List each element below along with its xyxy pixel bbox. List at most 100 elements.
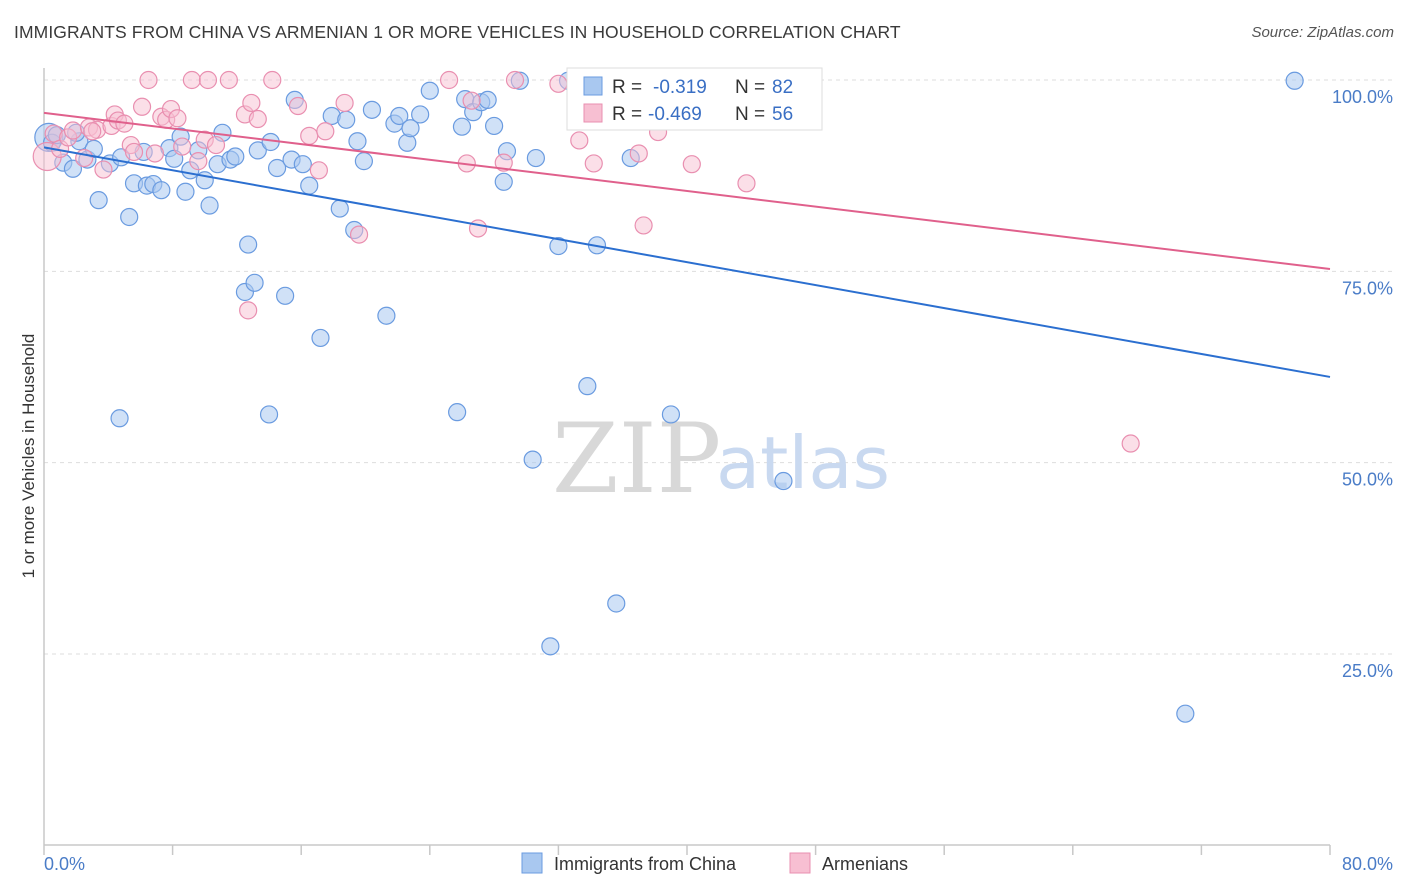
- point-armenian: [629, 144, 648, 163]
- point-armenian: [182, 70, 201, 90]
- point-china: [774, 471, 793, 491]
- point-china: [226, 147, 245, 166]
- legend-frame: [566, 67, 823, 131]
- point-china: [526, 148, 545, 168]
- point-china: [1285, 71, 1304, 90]
- point-china: [293, 155, 312, 174]
- point-armenian: [242, 93, 261, 113]
- trend-line-china: [43, 146, 1331, 378]
- point-armenian: [132, 97, 152, 116]
- point-china: [245, 273, 264, 292]
- point-armenian: [145, 144, 165, 163]
- point-armenian: [198, 70, 218, 90]
- point-china: [494, 172, 513, 191]
- point-armenian: [494, 153, 513, 172]
- point-armenian: [173, 137, 192, 156]
- x-tick-label-min: 0.0%: [44, 854, 85, 874]
- point-china: [523, 450, 542, 469]
- point-china: [120, 207, 139, 227]
- point-armenian: [584, 154, 603, 173]
- point-china: [354, 152, 373, 171]
- series-immigrants-from-china: [34, 71, 1304, 723]
- point-armenian: [75, 148, 94, 168]
- watermark-zip: ZIP: [552, 403, 721, 515]
- point-armenian: [139, 70, 158, 90]
- point-armenian: [439, 70, 459, 90]
- bottom-legend: Immigrants from China Armenians: [521, 852, 908, 874]
- point-armenian: [737, 174, 756, 193]
- point-armenian: [189, 152, 208, 171]
- legend-swatch-blue: [583, 76, 603, 96]
- point-armenian: [462, 91, 481, 110]
- point-china: [452, 117, 472, 136]
- x-tick-label-max: 80.0%: [1342, 854, 1393, 874]
- chart-source: Source: ZipAtlas.com: [1251, 24, 1394, 41]
- point-armenian: [206, 135, 226, 155]
- point-armenian: [168, 109, 187, 128]
- point-china: [348, 132, 367, 151]
- y-axis-label: 1 or more Vehicles in Household: [19, 334, 38, 579]
- legend-n-value-blue: 82: [772, 77, 793, 98]
- point-china: [578, 377, 597, 396]
- chart-title: IMMIGRANTS FROM CHINA VS ARMENIAN 1 OR M…: [14, 22, 901, 42]
- point-armenian: [549, 74, 568, 93]
- series-armenians: [32, 70, 1140, 453]
- legend-n-label-pink: N =: [735, 104, 765, 125]
- legend-r-label-blue: R =: [612, 77, 642, 98]
- point-china: [362, 100, 382, 119]
- point-china: [411, 105, 430, 124]
- legend-n-value-pink: 56: [772, 104, 793, 125]
- bottom-legend-label-pink: Armenians: [822, 854, 908, 874]
- point-china: [267, 158, 287, 178]
- point-armenian: [94, 160, 113, 179]
- point-armenian: [335, 93, 354, 113]
- point-china: [152, 181, 171, 200]
- bottom-legend-swatch-blue: [521, 852, 543, 874]
- point-armenian: [288, 96, 308, 116]
- point-china: [300, 176, 319, 195]
- point-armenian: [124, 142, 144, 162]
- legend-r-label-pink: R =: [612, 104, 642, 125]
- legend-n-label-blue: N =: [735, 77, 765, 98]
- point-china: [276, 286, 295, 305]
- point-armenian: [682, 155, 701, 174]
- point-china: [401, 119, 420, 138]
- point-armenian: [83, 122, 102, 141]
- point-armenian: [570, 131, 589, 150]
- watermark-atlas: atlas: [716, 421, 890, 505]
- point-china: [1176, 704, 1195, 723]
- y-tick-labels: 25.0% 50.0% 75.0% 100.0%: [1332, 87, 1393, 681]
- point-china: [541, 637, 560, 656]
- point-china: [259, 405, 279, 424]
- point-armenian: [316, 122, 335, 141]
- point-china: [239, 235, 258, 254]
- point-china: [110, 409, 129, 428]
- point-china: [311, 328, 330, 348]
- point-armenian: [349, 225, 369, 244]
- trend-lines: [43, 111, 1331, 378]
- point-armenian: [505, 70, 525, 90]
- point-china: [478, 90, 497, 109]
- point-china: [89, 191, 108, 210]
- point-china: [63, 159, 83, 178]
- gridlines: [44, 79, 1393, 655]
- point-china: [176, 182, 195, 201]
- bottom-legend-swatch-pink: [789, 852, 811, 874]
- point-china: [549, 236, 568, 256]
- point-china: [377, 306, 396, 325]
- legend-box: R = -0.319 N = 82 R = -0.469 N = 56: [566, 67, 823, 131]
- point-armenian: [634, 216, 653, 235]
- point-china: [661, 405, 681, 424]
- point-armenian: [300, 126, 319, 145]
- point-china: [330, 199, 349, 218]
- point-china: [337, 110, 356, 129]
- bottom-legend-label-blue: Immigrants from China: [554, 854, 737, 874]
- point-china: [448, 403, 467, 422]
- y-tick-label: 100.0%: [1332, 87, 1393, 107]
- point-china: [420, 81, 439, 100]
- y-tick-label: 75.0%: [1342, 278, 1393, 298]
- legend-r-value-blue: -0.319: [653, 77, 707, 98]
- point-china: [248, 141, 267, 160]
- point-china: [200, 196, 219, 215]
